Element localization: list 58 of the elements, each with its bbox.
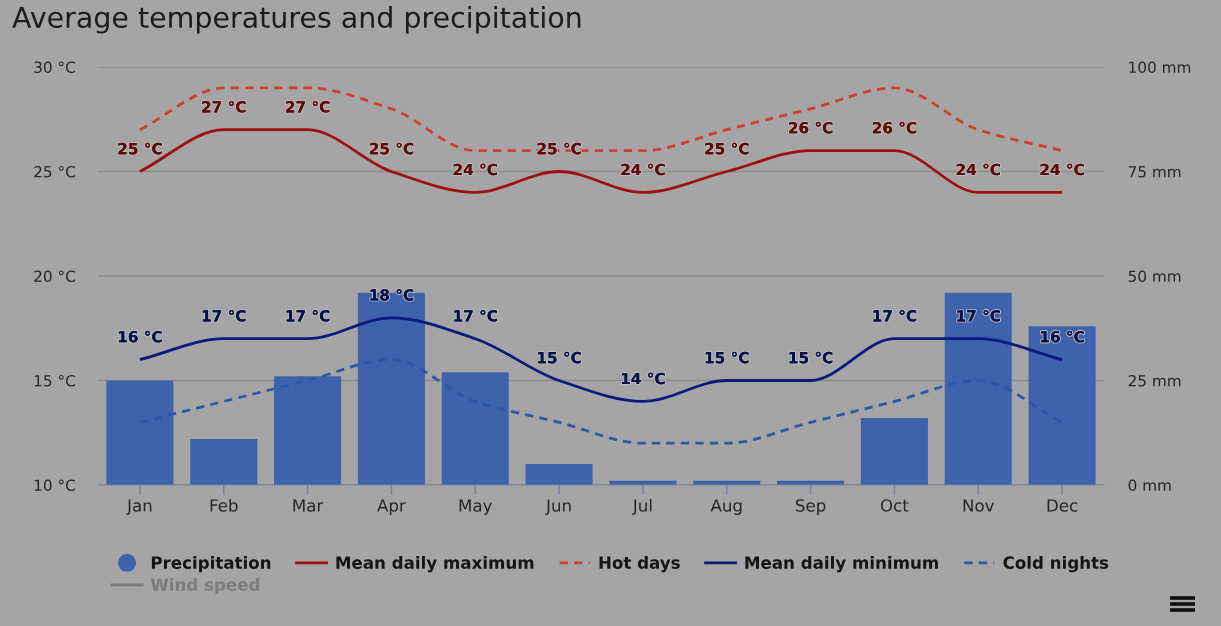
- data-label: 27 °C: [202, 100, 246, 113]
- y-tick-label: 25 °C: [34, 165, 75, 178]
- x-tick-label: Sep: [795, 499, 826, 516]
- data-label: 25 °C: [118, 142, 162, 155]
- data-label: 24 °C: [1040, 163, 1084, 176]
- data-label: 16 °C: [118, 330, 162, 343]
- x-tick-label: Oct: [880, 499, 909, 512]
- y-tick-label: 30 °C: [34, 61, 75, 74]
- data-label: 24 °C: [453, 163, 497, 176]
- chart-title: Average temperatures and precipitation: [12, 6, 581, 34]
- data-label: 24 °C: [956, 163, 1000, 176]
- bar: [1028, 326, 1096, 485]
- x-tick-label: Jul: [632, 498, 652, 515]
- data-label: 25 °C: [369, 142, 414, 155]
- bar: [441, 372, 509, 485]
- data-label: 26 °C: [872, 121, 917, 134]
- y-tick-label: 15 °C: [34, 374, 75, 387]
- legend-label: Hot days: [599, 556, 680, 573]
- x-tick-label: Mar: [293, 499, 324, 512]
- data-label: 15 °C: [538, 351, 581, 364]
- y2-tick-label: 50 mm: [1128, 270, 1181, 283]
- y-tick-label: 10 °C: [34, 479, 75, 492]
- bar: [944, 292, 1012, 485]
- data-label: 17 °C: [286, 309, 330, 322]
- bar: [190, 439, 258, 485]
- data-label: 17 °C: [957, 309, 1000, 322]
- data-label: 17 °C: [454, 309, 497, 322]
- x-tick-label: Jan: [126, 499, 152, 515]
- bar: [106, 380, 174, 485]
- data-label: 27 °C: [286, 100, 330, 113]
- data-label: 15 °C: [705, 351, 749, 364]
- x-tick-label: Nov: [963, 499, 995, 512]
- data-label: 17 °C: [873, 309, 917, 322]
- legend-label: Precipitation: [151, 556, 271, 573]
- x-tick-label: Aug: [710, 499, 742, 516]
- x-tick-label: Dec: [1047, 499, 1078, 512]
- x-tick-label: Feb: [210, 498, 238, 512]
- data-label: 26 °C: [789, 121, 833, 134]
- data-label: 15 °C: [789, 351, 833, 364]
- x-tick-label: Jun: [545, 499, 571, 515]
- legend-label: Mean daily minimum: [745, 556, 938, 573]
- bar: [525, 464, 593, 485]
- data-label: 17 °C: [202, 309, 246, 322]
- data-label: 14 °C: [621, 372, 665, 385]
- y2-tick-label: 75 mm: [1128, 166, 1181, 178]
- bar: [274, 376, 342, 485]
- bar: [860, 418, 928, 485]
- legend-label: Mean daily maximum: [336, 556, 534, 573]
- y2-tick-label: 100 mm: [1129, 61, 1191, 74]
- data-label: 24 °C: [621, 163, 665, 176]
- x-tick-label: Apr: [377, 499, 406, 516]
- data-label: 25 °C: [705, 142, 749, 155]
- x-tick-label: May: [459, 499, 492, 516]
- legend-label: Cold nights: [1003, 556, 1109, 573]
- y-tick-label: 20 °C: [34, 270, 75, 283]
- y2-tick-label: 25 mm: [1128, 374, 1181, 387]
- data-label: 16 °C: [1041, 330, 1084, 343]
- y2-tick-label: 0 mm: [1128, 479, 1171, 492]
